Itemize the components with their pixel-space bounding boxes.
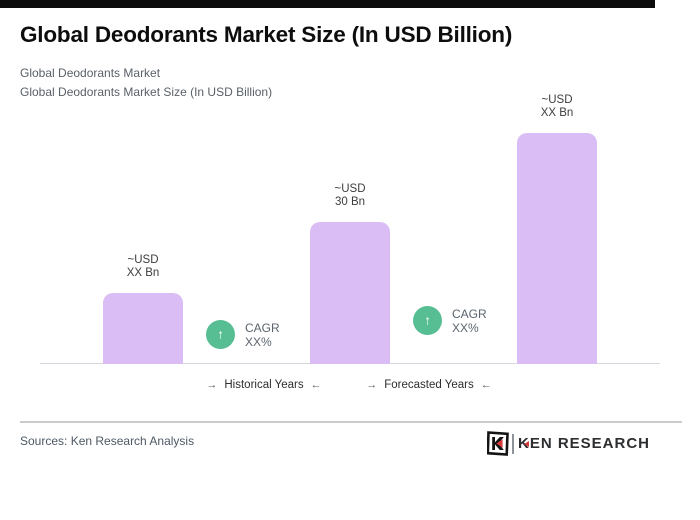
axis-caption-historical: → Historical Years ← (199, 379, 328, 391)
bar-rect (517, 132, 597, 364)
ken-research-emblem-icon (487, 431, 509, 456)
footer-divider (20, 421, 682, 423)
bar-current: ~USD 30 Bn (310, 183, 390, 364)
axis-caption-text: Historical Years (224, 379, 304, 391)
axis-caption-text: Forecasted Years (384, 379, 474, 391)
left-arrow-icon: ← (310, 379, 322, 391)
cagr-label: CAGR XX% (245, 321, 280, 349)
cagr-badge-historical: ↑ CAGR XX% (206, 320, 280, 349)
right-arrow-icon: → (366, 379, 378, 391)
bar-rect (103, 292, 183, 364)
ken-research-logo: KEN RESEARCH (487, 430, 657, 458)
logo-wordmark: KEN RESEARCH (518, 435, 651, 452)
page-title: Global Deodorants Market Size (In USD Bi… (20, 22, 513, 47)
logo-red-triangle-icon (523, 440, 529, 447)
bar-value-label: ~USD XX Bn (126, 253, 160, 280)
subtitle-line-1: Global Deodorants Market (20, 66, 161, 80)
up-arrow-icon: ↑ (217, 326, 224, 342)
right-arrow-icon: → (206, 379, 218, 391)
axis-caption-forecast: → Forecasted Years ← (359, 379, 499, 391)
up-arrow-icon: ↑ (424, 312, 431, 328)
bar-value-label: ~USD XX Bn (540, 93, 574, 120)
chart-subtitle: Global Deodorants Market Global Deodoran… (20, 64, 640, 101)
logo-separator (512, 434, 514, 454)
bar-value-label: ~USD 30 Bn (334, 182, 366, 209)
bar-forecast: ~USD XX Bn (517, 94, 597, 364)
top-black-bar (0, 0, 655, 8)
growth-circle: ↑ (206, 320, 235, 349)
sources-note: Sources: Ken Research Analysis (20, 434, 195, 448)
cagr-label: CAGR XX% (452, 307, 487, 335)
growth-circle: ↑ (413, 306, 442, 335)
bar-rect (310, 221, 390, 364)
subtitle-line-2: Global Deodorants Market Size (In USD Bi… (20, 84, 273, 99)
cagr-badge-forecast: ↑ CAGR XX% (413, 306, 487, 335)
bar-historical: ~USD XX Bn (103, 254, 183, 364)
left-arrow-icon: ← (480, 379, 492, 391)
